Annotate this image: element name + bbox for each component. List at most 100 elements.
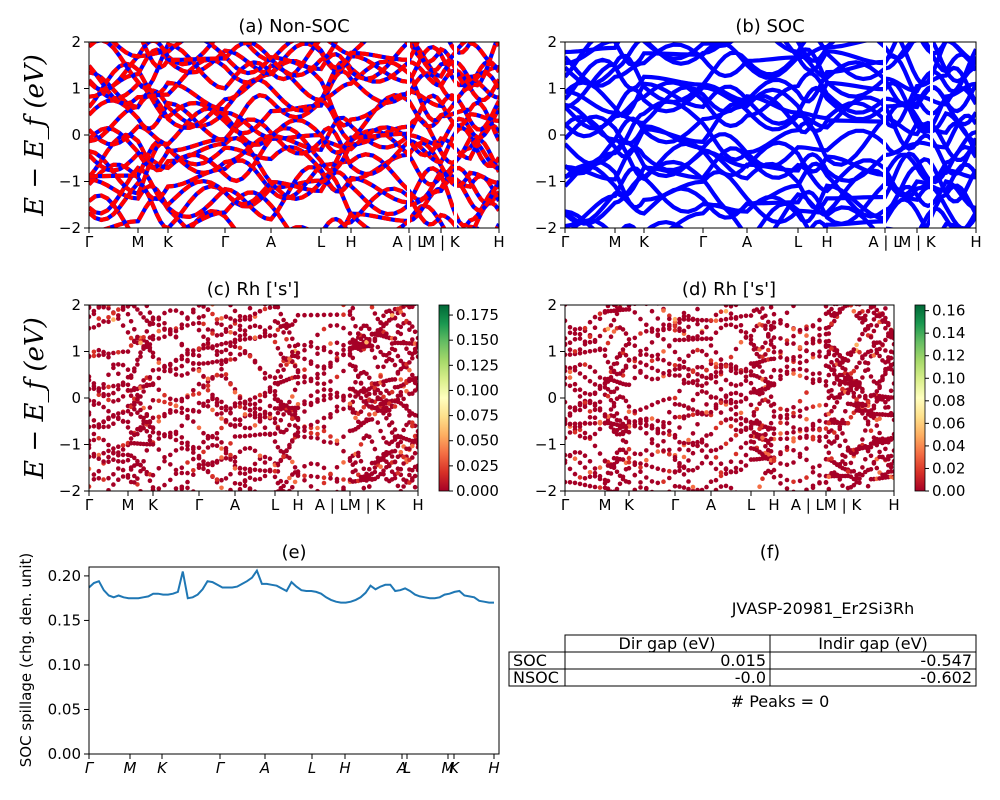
projected-state-dot <box>791 479 796 485</box>
projected-state-dot <box>615 494 620 499</box>
projected-state-dot <box>237 465 243 471</box>
projected-state-dot <box>361 420 367 426</box>
projected-state-dot <box>655 418 661 424</box>
projected-state-dot <box>219 440 224 445</box>
projected-state-dot <box>91 451 97 457</box>
projected-state-dot <box>191 348 196 353</box>
projected-state-dot <box>173 467 179 473</box>
projected-state-dot <box>91 477 97 482</box>
projected-state-dot <box>695 391 700 397</box>
projected-state-dot <box>87 517 92 522</box>
projected-state-dot <box>328 362 333 367</box>
projected-state-dot <box>141 298 146 303</box>
projected-state-dot <box>96 322 102 328</box>
projected-state-dot <box>784 323 790 329</box>
projected-state-dot <box>763 352 768 357</box>
projected-state-dot <box>572 349 578 354</box>
projected-state-dot <box>173 334 179 340</box>
projected-state-dot <box>398 390 404 395</box>
x-tick-label: A <box>266 233 277 251</box>
projected-state-dot <box>757 524 762 529</box>
y-tick-label: −2 <box>535 219 557 237</box>
projected-state-dot <box>378 428 383 434</box>
projected-state-dot <box>582 420 588 426</box>
projected-state-dot <box>567 369 573 375</box>
projected-state-dot <box>784 462 790 468</box>
projected-state-dot <box>384 265 389 270</box>
projected-state-dot <box>247 314 253 319</box>
projected-state-dot <box>321 439 327 445</box>
projected-state-dot <box>116 397 121 403</box>
projected-state-dot <box>597 451 603 456</box>
projected-state-dot <box>632 343 638 349</box>
projected-state-dot <box>284 498 289 503</box>
projected-state-dot <box>810 465 816 470</box>
y-tick-label: −1 <box>59 173 81 191</box>
projected-state-dot <box>766 427 771 432</box>
projected-state-dot <box>797 345 803 350</box>
projected-state-dot <box>728 381 734 387</box>
projected-state-dot <box>395 433 401 439</box>
projected-state-dot <box>713 395 719 400</box>
projected-state-dot <box>617 371 623 376</box>
projected-state-dot <box>863 415 868 421</box>
projected-state-dot <box>728 459 734 465</box>
projected-state-dot <box>353 276 358 281</box>
projected-state-dot <box>733 469 739 475</box>
projected-state-dot <box>407 320 412 326</box>
projected-state-dot <box>147 348 153 353</box>
projected-state-dot <box>138 294 143 299</box>
projected-state-dot <box>237 333 243 339</box>
projected-state-dot <box>156 322 162 328</box>
projected-state-dot <box>810 483 816 489</box>
projected-state-dot <box>196 425 202 431</box>
projected-state-dot <box>228 357 233 362</box>
projected-state-dot <box>760 524 765 529</box>
projected-state-dot <box>412 329 418 335</box>
projected-state-dot <box>771 345 777 350</box>
projected-state-dot <box>771 367 777 373</box>
projected-state-dot <box>375 387 381 393</box>
projected-state-dot <box>748 313 754 318</box>
projected-state-dot <box>132 368 137 374</box>
projected-state-dot <box>367 326 372 332</box>
projected-state-dot <box>771 414 777 419</box>
projected-state-dot <box>823 305 829 309</box>
projected-state-dot <box>179 410 185 416</box>
projected-state-dot <box>173 397 179 403</box>
projected-state-dot <box>611 462 617 467</box>
projected-state-dot <box>565 419 568 425</box>
projected-state-dot <box>854 479 859 485</box>
x-tick-label: M | K <box>422 233 461 251</box>
projected-state-dot <box>302 464 307 469</box>
projected-state-dot <box>572 327 578 332</box>
panel-a-y-label: E − E_f (eV) <box>20 54 50 217</box>
projected-state-dot <box>771 381 777 387</box>
projected-state-dot <box>128 430 134 435</box>
projected-state-dot <box>592 421 598 426</box>
projected-state-dot <box>672 470 678 475</box>
projected-state-dot <box>826 310 832 315</box>
projected-state-dot <box>845 390 851 396</box>
projected-state-dot <box>565 435 568 441</box>
projected-state-dot <box>401 454 406 460</box>
projected-state-dot <box>180 288 185 293</box>
projected-state-dot <box>577 427 583 433</box>
projected-state-dot <box>293 271 298 276</box>
projected-state-dot <box>150 336 156 342</box>
projected-state-dot <box>295 405 301 411</box>
projected-state-dot <box>401 477 406 482</box>
projected-state-dot <box>116 459 121 464</box>
projected-state-dot <box>91 311 97 317</box>
projected-state-dot <box>690 468 696 473</box>
projected-state-dot <box>817 378 822 384</box>
projected-state-dot <box>364 339 369 345</box>
projected-state-dot <box>840 284 845 289</box>
projected-state-dot <box>766 334 771 339</box>
projected-state-dot <box>632 451 638 457</box>
projected-state-dot <box>135 503 140 508</box>
projected-state-dot <box>743 395 749 401</box>
projected-state-dot <box>410 420 415 426</box>
projected-state-dot <box>321 475 327 481</box>
projected-state-dot <box>860 465 865 470</box>
